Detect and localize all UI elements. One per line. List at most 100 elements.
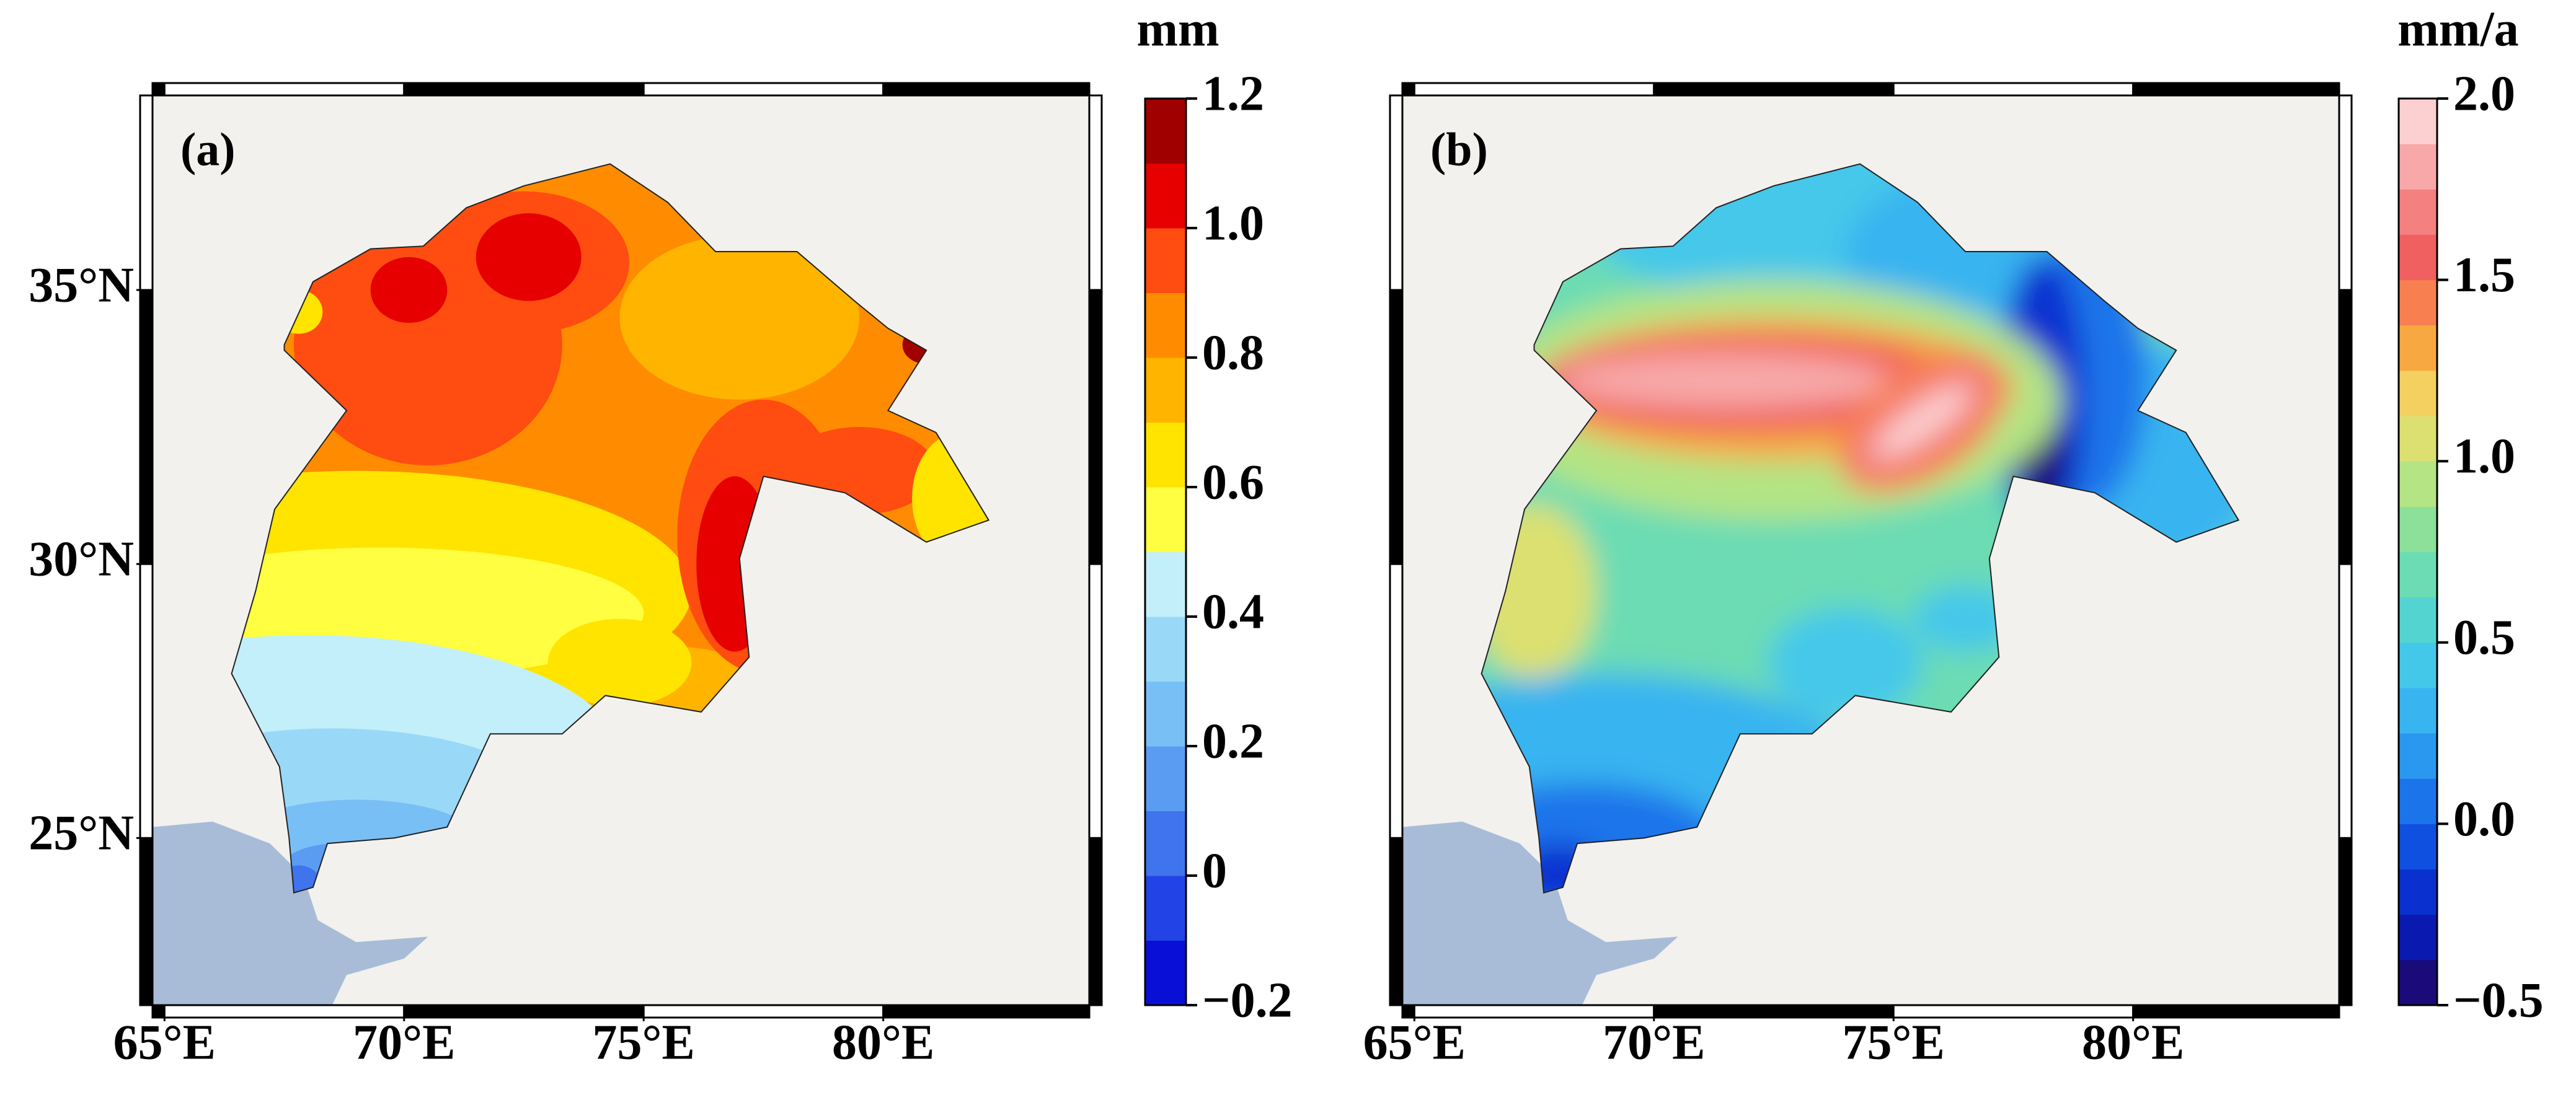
colorbar-tick-label: 0 — [1202, 843, 1227, 898]
field-patch — [1558, 353, 1894, 408]
frame-segment — [2132, 1004, 2340, 1019]
sea — [1402, 821, 1678, 1005]
frame-segment — [2338, 94, 2353, 291]
field-patch — [1874, 385, 1971, 457]
y-tick-label: 25°N — [29, 806, 134, 861]
colorbar-band — [2399, 869, 2437, 915]
frame-segment — [1088, 289, 1103, 565]
frame-segment — [2132, 82, 2340, 97]
panel-label: (b) — [1430, 123, 1488, 175]
field-patch — [619, 235, 860, 400]
frame-segment — [1401, 82, 1415, 97]
frame-segment — [151, 82, 166, 97]
frame-segment — [2338, 563, 2353, 839]
colorbar-band — [1145, 681, 1186, 747]
colorbar-tick-label: −0.2 — [1202, 973, 1293, 1027]
x-tick-label: 65°E — [113, 1015, 216, 1070]
field-patch — [1769, 607, 1923, 718]
colorbar-band — [1145, 358, 1186, 423]
map-panel: (b) 65°E 70°E 75°E 80°E mm/a 2.0 1.5 1.0 0.5 0.0 −0… — [1363, 2, 2544, 1070]
basin-field — [231, 164, 989, 893]
colorbar-band — [2399, 99, 2437, 144]
frame-segment — [1088, 837, 1103, 1006]
x-tick-label: 70°E — [1603, 1015, 1705, 1070]
map-panel: (a) 65°E 70°E 75°E 80°E 35°N 30°N 25°N mm 1.2 1.0 0… — [29, 2, 1293, 1070]
colorbar-tick-label: 0.6 — [1202, 455, 1264, 509]
frame-segment — [1389, 563, 1404, 839]
colorbar-frame — [1144, 97, 1187, 1006]
field-patch — [476, 213, 582, 301]
colorbar-band — [2399, 416, 2437, 462]
frame-segment — [139, 289, 154, 565]
colorbar-band — [2399, 687, 2437, 734]
colorbar-band — [1145, 163, 1186, 229]
colorbar-band — [2399, 824, 2437, 870]
sea — [153, 821, 428, 1005]
frame-segment — [1389, 837, 1404, 1006]
colorbar-band — [2399, 552, 2437, 598]
x-tick-label: 70°E — [353, 1015, 455, 1070]
x-tick-label: 80°E — [2082, 1015, 2184, 1070]
colorbar-unit: mm/a — [2397, 2, 2519, 56]
colorbar-band — [2399, 325, 2437, 371]
colorbar-band — [1145, 940, 1186, 1006]
colorbar-band — [1145, 811, 1186, 876]
colorbar-unit: mm — [1136, 2, 1219, 56]
colorbar-tick-label: 0.8 — [1202, 325, 1264, 380]
frame-segment — [2338, 289, 2353, 565]
y-tick-label: 35°N — [29, 258, 134, 312]
field-patch — [370, 257, 448, 323]
colorbar-band — [2399, 234, 2437, 281]
colorbar-tick-label: 0.5 — [2453, 610, 2515, 665]
x-tick-label: 75°E — [1843, 1015, 1945, 1070]
colorbar-band — [1145, 99, 1186, 164]
frame-segment — [1389, 94, 1404, 291]
colorbar-band — [2399, 733, 2437, 779]
frame-segment — [1088, 94, 1103, 291]
colorbar-frame — [2397, 97, 2438, 1006]
colorbar-band — [2399, 189, 2437, 235]
colorbar-band — [2399, 370, 2437, 416]
frame-segment — [2338, 837, 2353, 1006]
frame-segment — [1653, 82, 1895, 97]
frame-segment — [882, 82, 1091, 97]
x-tick-label: 65°E — [1363, 1015, 1466, 1070]
colorbar-tick-label: 0.4 — [1202, 584, 1264, 639]
y-tick-label: 30°N — [29, 532, 134, 586]
field — [231, 164, 989, 893]
colorbar-band — [2399, 914, 2437, 961]
basin-outline — [1481, 163, 2240, 894]
field-patch — [547, 618, 692, 707]
colorbar-tick-label: −0.5 — [2453, 973, 2544, 1027]
colorbar-band — [1145, 228, 1186, 293]
colorbar-band — [1145, 487, 1186, 552]
colorbar-tick-label: 1.0 — [2453, 429, 2515, 484]
colorbar-band — [2399, 279, 2437, 326]
frame-segment — [403, 82, 645, 97]
frame-segment — [642, 82, 885, 97]
frame-segment — [1413, 82, 1655, 97]
frame-segment — [139, 563, 154, 839]
colorbar-band — [1145, 292, 1186, 358]
colorbar-band — [2399, 959, 2437, 1006]
colorbar-tick-label: 1.0 — [1202, 196, 1264, 250]
colorbar-band — [1145, 552, 1186, 617]
colorbar-band — [1145, 876, 1186, 941]
colorbar-band — [2399, 461, 2437, 507]
panel-label: (a) — [180, 123, 236, 175]
frame-segment — [1088, 563, 1103, 839]
frame-segment — [882, 1004, 1091, 1019]
colorbar-band — [2399, 597, 2437, 643]
colorbar-band — [2399, 778, 2437, 824]
colorbar-tick-label: 1.5 — [2453, 248, 2515, 302]
colorbar-tick-label: 0.2 — [1202, 714, 1264, 768]
frame-segment — [163, 82, 405, 97]
colorbar-tick-label: 2.0 — [2453, 66, 2515, 121]
basin-outline — [231, 163, 990, 894]
field-patch — [1913, 586, 2019, 652]
colorbar-band — [2399, 506, 2437, 552]
frame-segment — [1892, 82, 2135, 97]
colorbar-band — [2399, 642, 2437, 688]
colorbar-tick-label: 1.2 — [1202, 66, 1264, 121]
